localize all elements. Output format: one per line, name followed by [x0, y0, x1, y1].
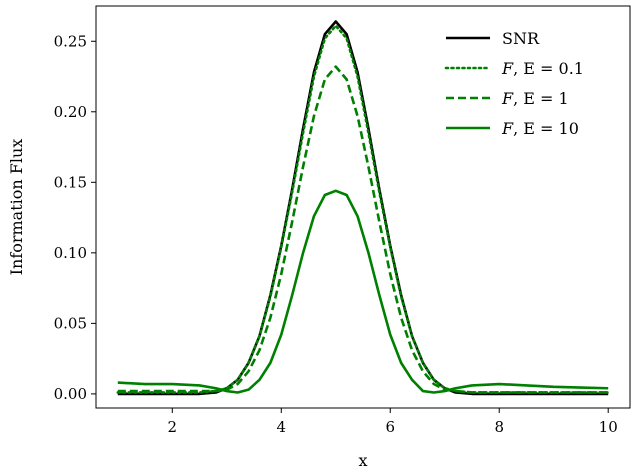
x-axis-ticks: 2 4 6 8 10 [168, 408, 618, 436]
y-axis-label: Information Flux [7, 139, 26, 276]
x-tick-label: 4 [276, 418, 286, 436]
x-axis-label: x [358, 451, 367, 470]
legend: SNR F, E = 0.1 F, E = 1 F, E = 10 [444, 29, 584, 138]
series-layer [116, 20, 610, 396]
legend-label: F, E = 0.1 [501, 59, 584, 78]
legend-label: F, E = 10 [501, 119, 579, 138]
series-line-2 [116, 24, 610, 394]
x-tick-label: 10 [599, 418, 618, 436]
y-tick-label: 0.20 [54, 103, 87, 121]
y-axis-ticks: 0.00 0.05 0.10 0.15 0.20 0.25 [54, 32, 96, 403]
legend-label: F, E = 1 [501, 89, 569, 108]
legend-label: SNR [502, 29, 540, 48]
y-tick-label: 0.15 [54, 173, 87, 191]
x-tick-label: 8 [494, 418, 504, 436]
x-tick-label: 6 [385, 418, 395, 436]
y-tick-label: 0.05 [54, 314, 87, 332]
y-tick-label: 0.10 [54, 244, 87, 262]
y-tick-label: 0.25 [54, 32, 87, 50]
y-tick-label: 0.00 [54, 385, 87, 403]
x-tick-label: 2 [168, 418, 178, 436]
series-line-4 [117, 189, 609, 394]
series-line-3 [117, 65, 609, 394]
plot-frame [95, 5, 631, 409]
